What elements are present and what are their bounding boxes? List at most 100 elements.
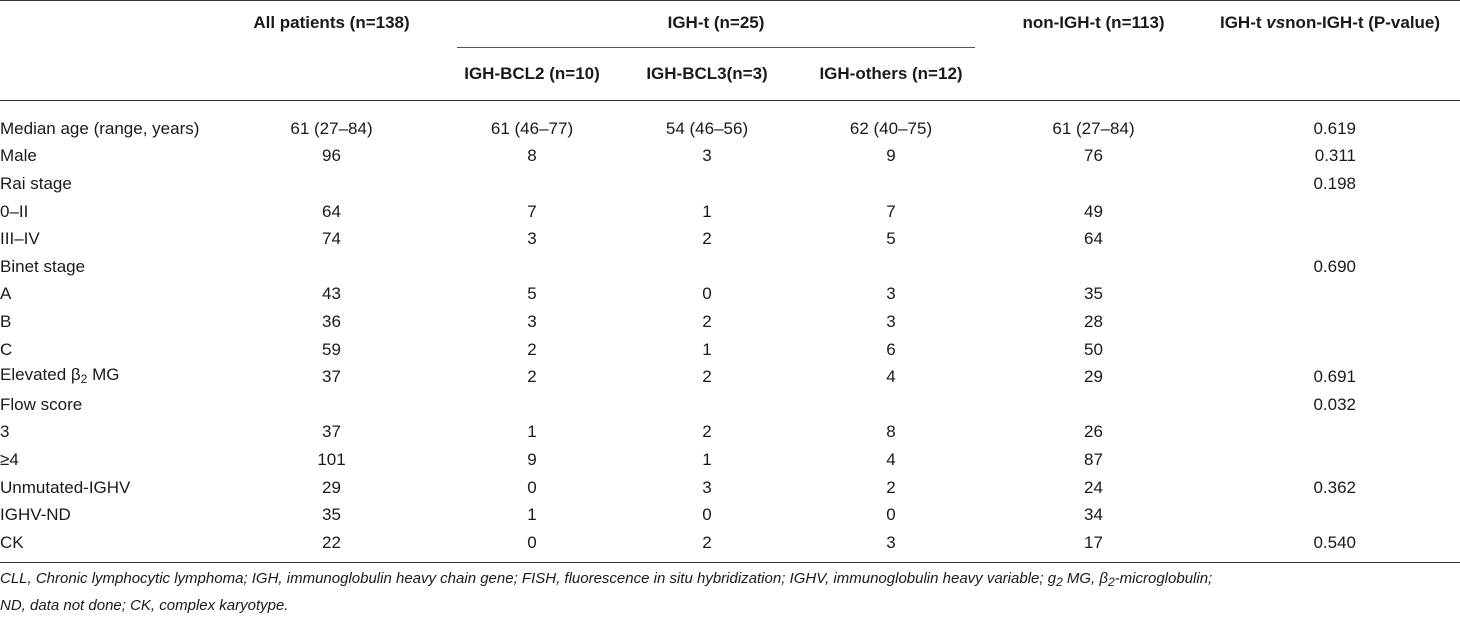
cell-non: 26: [1084, 422, 1103, 442]
table-row: A 43 5 0 3 35: [0, 281, 1460, 309]
header-blank: [0, 1, 218, 48]
cell-others: 0: [886, 505, 896, 525]
header-all-patients: All patients (n=138): [253, 13, 410, 32]
cell-non: 34: [1084, 505, 1103, 525]
cell-others: 2: [886, 477, 896, 497]
cell-bcl3: 3: [702, 477, 712, 497]
table-row: ≥4 101 9 1 4 87: [0, 446, 1460, 474]
row-label: CK: [0, 532, 24, 552]
table-row: III–IV 74 3 2 5 64: [0, 225, 1460, 253]
cell-p: [1200, 198, 1460, 226]
cell-bcl3: 3: [702, 146, 712, 166]
cell-all: 37: [322, 422, 341, 442]
header-span-rule: [457, 46, 976, 48]
table-row: Median age (range, years) 61 (27–84) 61 (4…: [0, 101, 1460, 143]
cell-p: [1200, 336, 1460, 364]
cell-bcl3: 0: [702, 505, 712, 525]
cell-bcl3: [619, 253, 795, 281]
table-row: Male 96 8 3 9 76 0.311: [0, 143, 1460, 171]
cell-p: [1200, 225, 1460, 253]
cell-bcl3: 1: [702, 201, 712, 221]
table-row: Unmutated-IGHV 29 0 3 2 24 0.362: [0, 474, 1460, 502]
row-label: C: [0, 339, 13, 359]
cell-all: 22: [322, 532, 341, 552]
cell-all: 43: [322, 284, 341, 304]
cell-p: [1200, 308, 1460, 336]
cell-all: 74: [322, 229, 341, 249]
cell-p: 0.198: [1313, 173, 1357, 193]
cell-non: 29: [1084, 367, 1103, 387]
header-igh-bcl2: IGH-BCL2 (n=10): [464, 63, 600, 83]
cell-bcl2: 9: [527, 449, 537, 469]
header-blank-5: [1200, 48, 1460, 101]
cell-all: 36: [322, 311, 341, 331]
cell-bcl3: 1: [702, 449, 712, 469]
cell-p: 0.690: [1313, 256, 1357, 276]
cell-p: [1200, 281, 1460, 309]
table-row: Flow score 0.032: [0, 391, 1460, 419]
cell-bcl2: [445, 253, 619, 281]
cell-non: 49: [1084, 201, 1103, 221]
table-row: 0–II 64 7 1 7 49: [0, 198, 1460, 226]
cell-all: 29: [322, 477, 341, 497]
cell-bcl2: 2: [527, 339, 537, 359]
cell-p: [1200, 501, 1460, 529]
header-blank-2: [0, 48, 218, 101]
cell-non: 61 (27–84): [1052, 118, 1135, 138]
cell-all: 101: [317, 449, 346, 469]
cell-all: [218, 391, 445, 419]
cell-bcl3: 0: [702, 284, 712, 304]
cell-bcl2: [445, 170, 619, 198]
header-p-value: IGH-t vsnon-IGH-t (P-value): [1219, 13, 1441, 32]
cell-others: 4: [886, 367, 896, 387]
cell-non: [987, 253, 1200, 281]
row-label: Elevated β2 MG: [0, 365, 120, 387]
row-label: ≥4: [0, 449, 19, 469]
cell-others: 6: [886, 339, 896, 359]
cell-non: 24: [1084, 477, 1103, 497]
cell-others: 62 (40–75): [849, 118, 933, 138]
cell-others: 8: [886, 422, 896, 442]
row-label: Rai stage: [0, 173, 72, 193]
cell-p: 0.362: [1313, 477, 1357, 497]
row-label: A: [0, 284, 12, 304]
cell-non: 28: [1084, 311, 1103, 331]
cell-p: [1200, 419, 1460, 447]
cell-non: [987, 391, 1200, 419]
cell-bcl2: 7: [527, 201, 537, 221]
row-label: IGHV-ND: [0, 505, 71, 525]
cell-others: 9: [886, 146, 896, 166]
row-label: Unmutated-IGHV: [0, 477, 131, 497]
cell-all: 35: [322, 505, 341, 525]
cell-bcl2: 61 (46–77): [490, 118, 574, 138]
cell-bcl2: 1: [527, 505, 537, 525]
cell-bcl3: 2: [702, 229, 712, 249]
cell-bcl3: 2: [702, 422, 712, 442]
table-row: Elevated β2 MG 37 2 2 4 29 0.691: [0, 363, 1460, 391]
cell-bcl3: 1: [702, 339, 712, 359]
cell-non: 87: [1084, 449, 1103, 469]
cell-others: 3: [886, 532, 896, 552]
cell-bcl3: 54 (46–56): [665, 118, 749, 138]
table-row: Binet stage 0.690: [0, 253, 1460, 281]
cell-all: 61 (27–84): [290, 118, 373, 138]
cell-p: 0.540: [1313, 532, 1357, 552]
cell-bcl2: 8: [527, 146, 537, 166]
cell-bcl3: 2: [702, 311, 712, 331]
cell-all: 96: [322, 146, 341, 166]
cell-others: 7: [886, 201, 896, 221]
row-label: Median age (range, years): [0, 118, 200, 138]
cell-bcl3: [619, 170, 795, 198]
cell-bcl3: [619, 391, 795, 419]
cell-all: 59: [322, 339, 341, 359]
footnote-line-2: ND, data not done; CK, complex karyotype…: [0, 597, 289, 614]
header-igh-t-group: IGH-t (n=25): [445, 1, 987, 48]
table-row: B 36 3 2 3 28: [0, 308, 1460, 336]
cell-all: [218, 253, 445, 281]
cell-bcl2: 3: [527, 229, 537, 249]
cell-p: [1200, 446, 1460, 474]
header-row-2: IGH-BCL2 (n=10) IGH-BCL3(n=3) IGH-others…: [0, 48, 1460, 101]
cell-p: 0.691: [1313, 367, 1357, 387]
cell-all: 64: [322, 201, 341, 221]
